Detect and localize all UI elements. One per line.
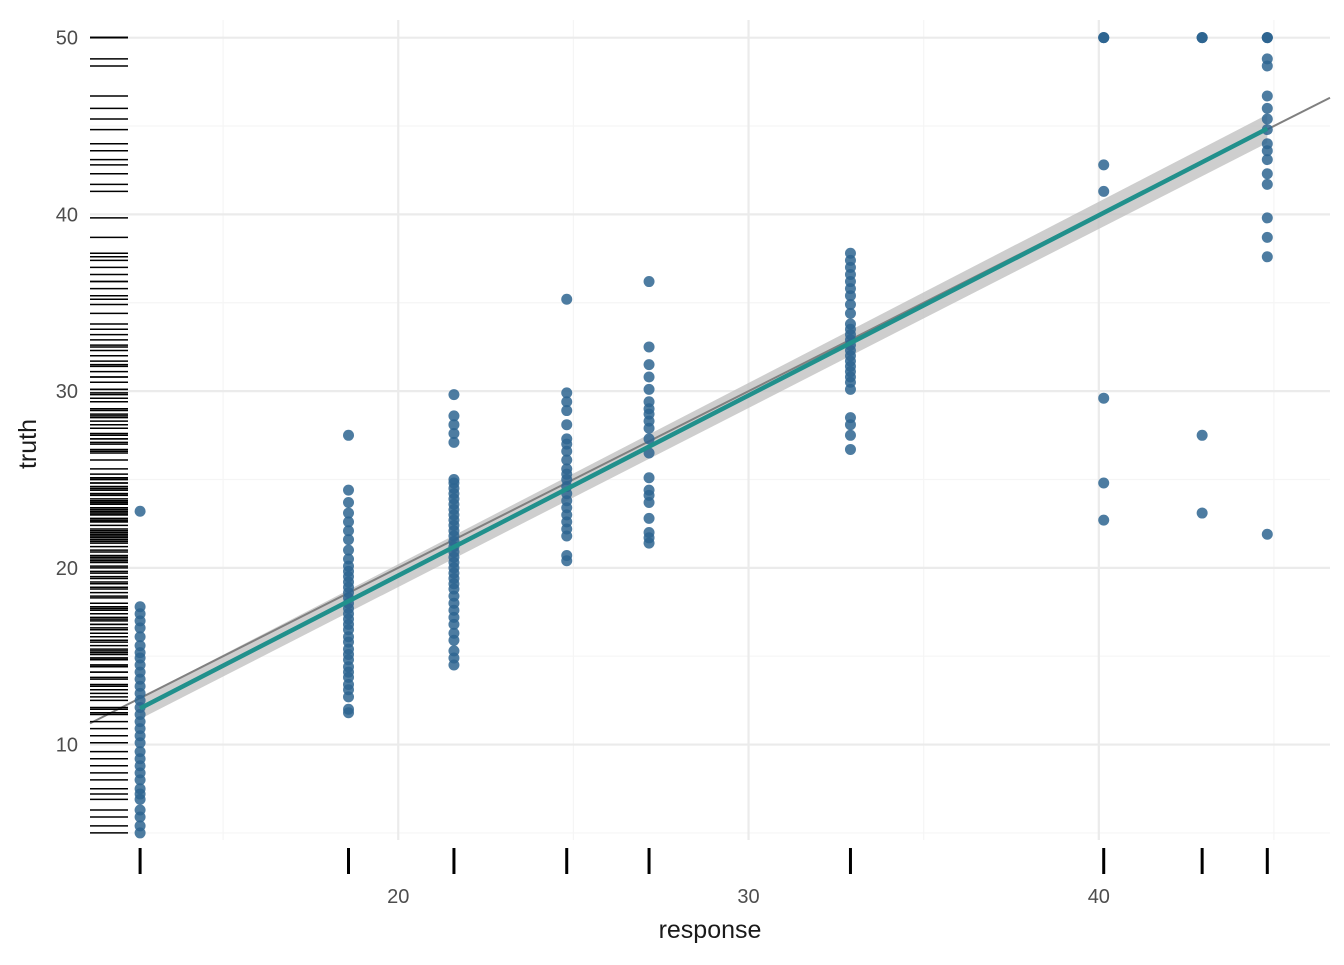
y-axis-title: truth bbox=[14, 419, 42, 469]
x-tick-label: 20 bbox=[387, 886, 409, 908]
data-point bbox=[1261, 32, 1273, 44]
point-layer bbox=[134, 32, 1273, 839]
y-tick-label: 10 bbox=[56, 735, 78, 757]
y-tick-label: 30 bbox=[56, 381, 78, 403]
data-point bbox=[643, 383, 655, 395]
data-point bbox=[448, 389, 460, 401]
data-point bbox=[1098, 159, 1110, 171]
data-point bbox=[1098, 32, 1110, 44]
data-point bbox=[1261, 251, 1273, 263]
data-point bbox=[643, 484, 655, 496]
data-point bbox=[343, 429, 355, 441]
data-point bbox=[448, 410, 460, 422]
data-point bbox=[448, 645, 460, 657]
data-point bbox=[643, 472, 655, 484]
data-point bbox=[1261, 178, 1273, 190]
fit-line-layer bbox=[139, 126, 1269, 711]
data-point bbox=[844, 247, 856, 259]
data-point bbox=[643, 341, 655, 353]
data-point bbox=[1098, 185, 1110, 197]
data-point bbox=[134, 631, 146, 643]
data-point bbox=[844, 443, 856, 455]
data-point bbox=[1098, 514, 1110, 526]
data-point bbox=[561, 405, 573, 417]
data-point bbox=[561, 433, 573, 445]
data-point bbox=[844, 307, 856, 319]
y-tick-label: 50 bbox=[56, 28, 78, 50]
data-point bbox=[844, 429, 856, 441]
data-point bbox=[343, 703, 355, 715]
data-point bbox=[643, 433, 655, 445]
data-point bbox=[1196, 507, 1208, 519]
data-point bbox=[343, 507, 355, 519]
data-point bbox=[1261, 53, 1273, 65]
fit-line bbox=[139, 126, 1269, 711]
data-point bbox=[643, 512, 655, 524]
grid-major bbox=[90, 20, 1330, 840]
data-point bbox=[448, 473, 460, 485]
x-tick-label: 40 bbox=[1088, 886, 1110, 908]
y-tick-labels: 10 20 30 40 50 bbox=[56, 28, 78, 757]
data-point bbox=[134, 820, 146, 832]
grid-minor bbox=[90, 20, 1330, 840]
data-point bbox=[1261, 138, 1273, 150]
data-point bbox=[1261, 102, 1273, 114]
y-rug-layer bbox=[90, 36, 128, 834]
data-point bbox=[343, 525, 355, 537]
data-point bbox=[1261, 113, 1273, 125]
y-tick-label: 40 bbox=[56, 204, 78, 226]
data-point bbox=[448, 436, 460, 448]
data-point bbox=[1098, 477, 1110, 489]
data-point bbox=[643, 359, 655, 371]
y-tick-label: 20 bbox=[56, 558, 78, 580]
data-point bbox=[643, 527, 655, 538]
data-point bbox=[343, 534, 355, 546]
data-point bbox=[134, 804, 146, 816]
data-point bbox=[134, 505, 146, 517]
x-axis-title: response bbox=[659, 916, 762, 944]
data-point bbox=[561, 549, 573, 561]
data-point bbox=[561, 463, 573, 475]
data-point bbox=[134, 640, 146, 652]
data-point bbox=[1261, 212, 1273, 224]
data-point bbox=[1196, 429, 1208, 441]
data-point bbox=[561, 454, 573, 466]
data-point bbox=[1196, 32, 1208, 44]
data-point bbox=[643, 276, 655, 288]
data-point bbox=[343, 496, 355, 508]
data-point bbox=[134, 746, 146, 758]
data-point bbox=[643, 396, 655, 408]
data-point bbox=[561, 396, 573, 408]
data-point bbox=[1261, 528, 1273, 540]
data-point bbox=[448, 627, 460, 639]
data-point bbox=[343, 516, 355, 528]
data-point bbox=[1261, 154, 1273, 166]
data-point bbox=[844, 318, 856, 330]
x-tick-labels: 20 30 40 bbox=[387, 886, 1110, 908]
data-point bbox=[561, 387, 573, 399]
data-point bbox=[343, 544, 355, 556]
data-point bbox=[1098, 392, 1110, 404]
data-point bbox=[134, 783, 146, 795]
data-point bbox=[134, 601, 146, 613]
data-point bbox=[1261, 168, 1273, 180]
data-point bbox=[448, 428, 460, 440]
x-tick-label: 30 bbox=[737, 886, 759, 908]
data-point bbox=[561, 419, 573, 431]
data-point bbox=[844, 299, 856, 311]
data-point bbox=[343, 484, 355, 496]
data-point bbox=[1261, 231, 1273, 243]
data-point bbox=[1261, 90, 1273, 102]
data-point bbox=[561, 293, 573, 305]
x-rug-layer bbox=[138, 848, 1269, 874]
data-point bbox=[844, 412, 856, 424]
data-point bbox=[448, 419, 460, 431]
data-point bbox=[343, 553, 355, 565]
data-point bbox=[643, 371, 655, 383]
